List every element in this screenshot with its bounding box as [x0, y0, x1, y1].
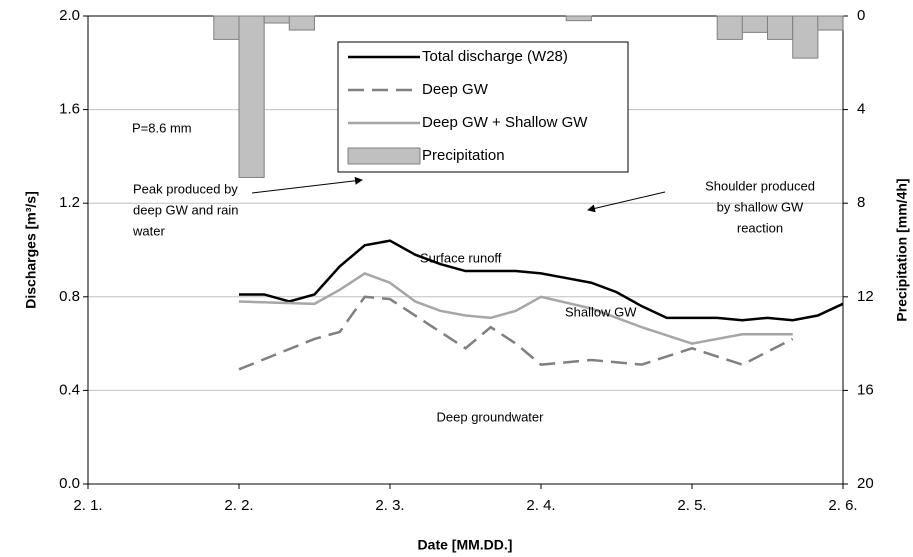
y2-axis-label: Precipitation [mm/4h]	[894, 178, 910, 321]
x-tick-label: 2. 4.	[526, 497, 555, 514]
x-tick-label: 2. 2.	[224, 497, 253, 514]
precip-bar	[213, 15, 240, 40]
annotation: Surface runoff	[420, 250, 502, 265]
arrow	[251, 176, 363, 194]
precip-bar	[565, 15, 592, 22]
annotation: P=8.6 mm	[132, 120, 192, 135]
x-tick-label: 2. 6.	[828, 497, 857, 514]
precip-bar	[263, 15, 290, 24]
annotation: water	[132, 223, 165, 238]
legend-label: Deep GW + Shallow GW	[422, 114, 588, 131]
annotation: reaction	[737, 220, 783, 235]
plot-frame	[87, 15, 844, 485]
precip-bar	[238, 15, 265, 178]
y-tick-label: 1.2	[59, 194, 80, 211]
precip-bar	[288, 15, 315, 31]
x-tick-label: 2. 3.	[375, 497, 404, 514]
y-tick-label: 0.0	[59, 475, 80, 492]
x-axis-label: Date [MM.DD.]	[418, 537, 513, 553]
y2-tick-label: 8	[857, 194, 865, 211]
series-line	[238, 272, 793, 345]
y-tick-label: 0.8	[59, 288, 80, 305]
annotation: by shallow GW	[717, 199, 804, 214]
y-axis-label: Discharges [m³/s]	[23, 191, 39, 308]
precip-bar	[767, 15, 794, 40]
y2-tick-label: 0	[857, 7, 865, 24]
precip-bar	[792, 15, 819, 59]
series-line	[239, 239, 844, 322]
precip-bar	[716, 15, 743, 40]
legend-label: Total discharge (W28)	[422, 48, 568, 65]
annotation: Shallow GW	[565, 304, 637, 319]
y2-tick-label: 20	[857, 475, 874, 492]
legend-label: Deep GW	[422, 81, 489, 98]
y-tick-label: 2.0	[59, 7, 80, 24]
annotation: Peak produced by	[133, 181, 238, 196]
y2-tick-label: 16	[857, 381, 874, 398]
y2-tick-label: 12	[857, 288, 874, 305]
annotation: deep GW and rain	[133, 202, 239, 217]
annotation: Deep groundwater	[437, 409, 545, 424]
legend-swatch	[347, 147, 421, 165]
y-tick-label: 0.4	[59, 381, 80, 398]
y-tick-label: 1.6	[59, 101, 80, 118]
x-tick-label: 2. 5.	[677, 497, 706, 514]
arrow	[587, 191, 666, 213]
precip-bar	[741, 15, 768, 33]
precip-bar	[817, 15, 844, 31]
legend-label: Precipitation	[422, 147, 505, 164]
x-tick-label: 2. 1.	[73, 497, 102, 514]
series-line	[238, 295, 794, 371]
y2-tick-label: 4	[857, 101, 865, 118]
annotation: Shoulder produced	[705, 178, 815, 193]
